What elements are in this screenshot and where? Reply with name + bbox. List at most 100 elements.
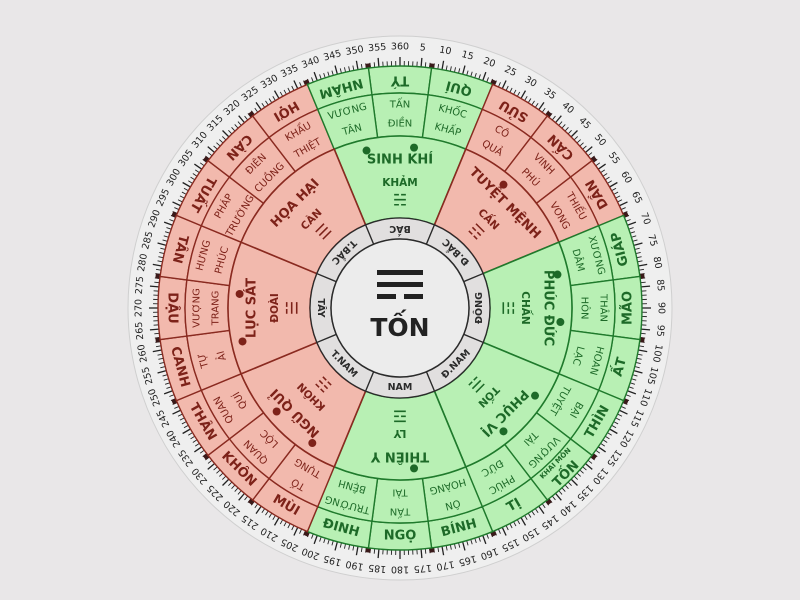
degree-tick <box>334 65 338 75</box>
degree-tick <box>172 409 181 415</box>
degree-tick <box>462 541 466 551</box>
degree-tick <box>520 517 527 526</box>
degree-tick <box>505 85 509 91</box>
degree-tick <box>453 543 457 549</box>
degree-tick <box>627 390 637 395</box>
degree-tick <box>172 201 181 207</box>
degree-tick <box>470 71 473 77</box>
degree-tick <box>524 96 528 101</box>
mountain-name: MÃO <box>620 291 636 325</box>
degree-tick <box>613 421 619 425</box>
degree-tick <box>482 71 487 81</box>
degree-tick <box>268 98 273 104</box>
degree-tick <box>207 146 216 153</box>
degree-label: 360 <box>391 42 409 53</box>
degree-tick <box>244 495 249 501</box>
degree-tick <box>299 82 302 88</box>
degree-tick <box>179 417 185 421</box>
degree-tick <box>437 546 440 553</box>
degree-label: 265 <box>134 321 147 340</box>
trigram-icon: ☲ <box>393 407 407 426</box>
minor-star-label: LẠC <box>570 345 586 367</box>
degree-label: 185 <box>368 562 387 575</box>
degree-tick <box>194 442 200 447</box>
degree-tick <box>157 260 163 263</box>
degree-tick <box>633 242 643 246</box>
degree-tick <box>360 546 363 553</box>
degree-label: 85 <box>654 279 666 292</box>
degree-label: 10 <box>438 44 452 57</box>
degree-tick <box>625 219 631 222</box>
degree-tick <box>255 102 262 111</box>
degree-tick <box>265 100 269 106</box>
degree-tick <box>625 394 631 397</box>
degree-tick <box>609 428 618 435</box>
degree-tick <box>641 328 651 331</box>
degree-tick <box>313 535 318 545</box>
mountain-name: NGỌ <box>384 529 417 544</box>
degree-tick <box>576 472 581 477</box>
degree-label: 60 <box>618 170 634 186</box>
dot-marker <box>553 270 562 279</box>
degree-tick <box>237 490 242 495</box>
degree-tick <box>498 82 501 88</box>
degree-tick <box>579 142 584 147</box>
degree-tick <box>641 285 651 288</box>
degree-label: 100 <box>650 343 664 363</box>
degree-tick <box>166 386 172 389</box>
degree-tick <box>157 370 167 374</box>
degree-tick <box>478 536 481 542</box>
mountain-name: TỊ <box>504 496 523 516</box>
degree-tick <box>216 142 221 147</box>
degree-tick <box>637 353 643 356</box>
degree-label: 255 <box>140 365 155 385</box>
degree-tick <box>339 68 342 74</box>
degree-label: 175 <box>413 562 432 575</box>
degree-tick <box>555 492 562 501</box>
degree-tick <box>155 268 162 271</box>
degree-tick <box>199 162 205 167</box>
degree-tick <box>582 145 587 150</box>
degree-label: 25 <box>502 64 518 79</box>
degree-tick <box>561 487 566 492</box>
degree-tick <box>609 181 618 188</box>
degree-tick <box>183 424 189 429</box>
degree-tick <box>293 527 299 536</box>
degree-tick <box>445 545 448 551</box>
degree-tick <box>551 115 556 121</box>
degree-tick <box>244 115 249 121</box>
degree-tick <box>323 72 326 78</box>
degree-tick <box>331 70 334 76</box>
trigram-line-solid <box>377 270 423 275</box>
degree-tick <box>339 542 342 548</box>
degree-label: 20 <box>482 56 497 70</box>
degree-tick <box>188 432 193 436</box>
degree-tick <box>216 469 221 474</box>
degree-tick <box>564 484 569 489</box>
degree-label: 15 <box>460 49 475 63</box>
degree-tick <box>627 221 637 226</box>
degree-tick <box>424 548 427 554</box>
degree-tick <box>323 538 326 544</box>
degree-tick <box>228 130 233 135</box>
degree-label: 285 <box>140 230 155 250</box>
degree-tick <box>152 263 162 267</box>
degree-tick <box>531 510 535 516</box>
degree-tick <box>424 62 427 68</box>
degree-tick <box>534 102 539 108</box>
dot-marker <box>238 337 247 346</box>
degree-tick <box>327 71 330 77</box>
degree-tick <box>634 247 640 250</box>
degree-tick <box>501 527 507 536</box>
degree-tick <box>261 508 266 514</box>
degree-tick <box>254 503 259 509</box>
degree-tick <box>348 66 351 72</box>
degree-tick <box>617 199 623 203</box>
degree-tick <box>183 187 189 192</box>
degree-tick <box>327 539 330 545</box>
degree-tick <box>509 87 513 93</box>
minor-star-label: ẢI <box>213 349 229 362</box>
degree-tick <box>234 124 239 129</box>
degree-tick <box>291 525 295 531</box>
